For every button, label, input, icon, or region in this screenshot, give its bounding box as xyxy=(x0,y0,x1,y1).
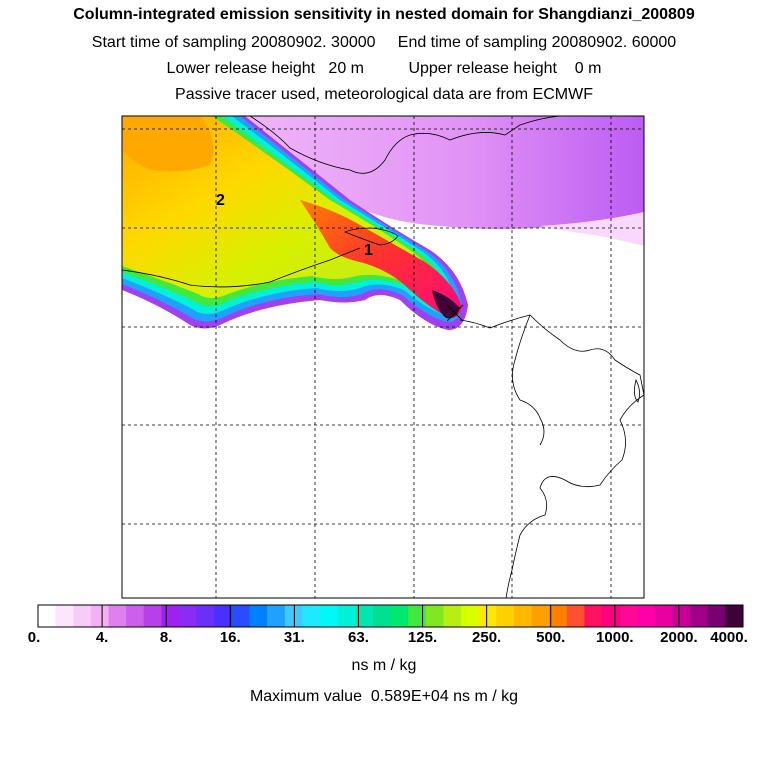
colorbar-tick-label: 500. xyxy=(536,629,566,646)
colorbar-tick-label: 63. xyxy=(348,629,369,646)
plume-label-1: 1 xyxy=(364,242,373,259)
colorbar-swatch xyxy=(461,605,480,627)
colorbar-swatch xyxy=(602,605,621,627)
colorbar-swatch xyxy=(707,605,726,627)
latlon-grid xyxy=(122,116,644,598)
colorbar-swatch xyxy=(584,605,603,627)
colorbar-swatch xyxy=(214,605,233,627)
colorbar-swatch xyxy=(90,605,110,627)
colorbar-swatch xyxy=(161,605,180,627)
colorbar-swatch xyxy=(478,605,497,627)
tracer-info-line: Passive tracer used, meteorological data… xyxy=(175,86,593,103)
plume-orange-corner xyxy=(122,116,214,172)
maximum-value-line: Maximum value 0.589E+04 ns m / kg xyxy=(249,688,519,705)
colorbar-swatch xyxy=(143,605,162,627)
colorbar-tick-label: 250. xyxy=(472,629,502,646)
colorbar-swatch xyxy=(337,605,356,627)
colorbar-swatch xyxy=(390,605,409,627)
colorbar-swatch xyxy=(372,605,392,627)
colorbar-swatch xyxy=(549,605,568,627)
colorbar-swatch xyxy=(654,605,674,627)
colorbar-tick-label: 8. xyxy=(159,629,173,646)
colorbar-swatch xyxy=(690,605,709,627)
colorbar-swatch xyxy=(73,605,92,627)
colorbar-tick-label: 4. xyxy=(95,629,109,646)
release-height-line: Lower release height 20 m Upper release … xyxy=(166,60,602,77)
colorbar-swatch xyxy=(108,605,127,627)
coastline-island xyxy=(634,378,640,403)
colorbar-tick-label: 4000. xyxy=(710,629,748,646)
plot-title: Column-integrated emission sensitivity i… xyxy=(73,6,695,23)
colorbar-swatch xyxy=(725,605,744,627)
colorbar-swatch xyxy=(196,605,215,627)
colorbar-swatch xyxy=(619,605,638,627)
coastline-east xyxy=(459,314,644,598)
colorbar-unit: ns m / kg xyxy=(351,657,417,674)
upper-sensitivity-band xyxy=(200,116,644,229)
colorbar-swatch xyxy=(496,605,515,627)
cross-marker-icon xyxy=(446,304,464,322)
plume-label-2: 2 xyxy=(216,192,225,209)
colorbar-swatch xyxy=(179,605,198,627)
colorbar-swatch xyxy=(302,605,321,627)
colorbar-swatch xyxy=(249,605,268,627)
colorbar-tick-label: 0. xyxy=(27,629,41,646)
colorbar-swatch xyxy=(425,605,444,627)
colorbar-swatch xyxy=(566,605,585,627)
colorbar-swatch xyxy=(320,605,339,627)
colorbar-swatch xyxy=(408,605,427,627)
colorbar-swatch xyxy=(637,605,656,627)
colorbar-swatch xyxy=(672,605,691,627)
colorbar-tick-label: 16. xyxy=(219,629,241,646)
coastline-north xyxy=(249,116,561,174)
colorbar-swatch xyxy=(443,605,462,627)
colorbar-swatch xyxy=(531,605,550,627)
colorbar-tick-label: 31. xyxy=(283,629,305,646)
colorbar-swatch xyxy=(284,605,303,627)
coastline-southwest xyxy=(122,247,361,288)
colorbar-tick-label: 1000. xyxy=(596,629,634,646)
upper-band-light-fringe xyxy=(540,212,644,246)
sampling-time-line: Start time of sampling 20080902. 30000 E… xyxy=(91,34,677,51)
coastline-inlet xyxy=(512,314,545,446)
map-frame xyxy=(121,115,645,599)
colorbar-swatch xyxy=(38,605,57,627)
colorbar-swatch xyxy=(267,605,286,627)
colorbar-swatch xyxy=(231,605,251,627)
colorbar-tick-label: 2000. xyxy=(660,629,698,646)
colorbar-swatch xyxy=(355,605,374,627)
colorbar-swatch xyxy=(55,605,74,627)
colorbar-swatch xyxy=(126,605,145,627)
colorbar-tick-label: 125. xyxy=(407,629,438,646)
plume-core xyxy=(300,200,462,318)
colorbar-swatch xyxy=(513,605,533,627)
